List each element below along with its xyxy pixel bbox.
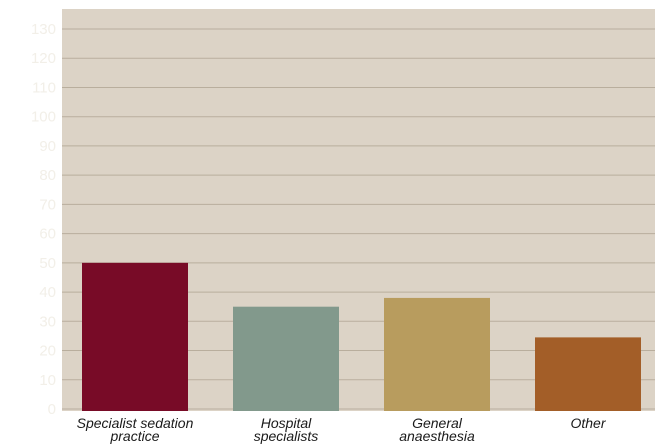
bar-3 xyxy=(535,337,641,411)
bar-0 xyxy=(82,262,188,411)
y-tick-label-50: 50 xyxy=(39,255,56,272)
x-category-label-0: Specialist sedation practice xyxy=(77,415,194,444)
y-tick-label-120: 120 xyxy=(31,50,56,67)
x-category-label-1: Hospital specialists xyxy=(254,415,319,444)
y-tick-label-100: 100 xyxy=(31,109,56,126)
y-tick-label-40: 40 xyxy=(39,284,56,301)
y-tick-label-20: 20 xyxy=(39,343,56,360)
y-axis-tick-labels: 0 10 20 30 40 50 60 70 80 90 100 110 120 130 xyxy=(31,21,56,418)
x-category-label-line: practice xyxy=(109,428,159,444)
y-tick-label-70: 70 xyxy=(39,196,56,213)
y-tick-label-80: 80 xyxy=(39,167,56,184)
x-category-label-line: General xyxy=(412,415,463,431)
bars xyxy=(82,262,641,411)
x-category-label-line: Specialist sedation xyxy=(77,415,194,431)
y-tick-label-130: 130 xyxy=(31,21,56,38)
y-tick-label-30: 30 xyxy=(39,313,56,330)
y-tick-label-10: 10 xyxy=(39,372,56,389)
y-tick-label-110: 110 xyxy=(32,79,56,96)
x-category-label-line: Hospital xyxy=(261,415,312,431)
y-tick-label-60: 60 xyxy=(39,226,56,243)
x-axis-category-labels: Specialist sedation practice Hospital speci… xyxy=(77,415,607,444)
x-category-label-line: anaesthesia xyxy=(399,428,475,444)
bar-1 xyxy=(233,306,339,411)
y-tick-label-90: 90 xyxy=(39,138,56,155)
x-category-label-line: specialists xyxy=(254,428,319,444)
x-category-label-3: Other xyxy=(570,415,606,431)
bar-2 xyxy=(384,297,490,411)
x-category-label-line: Other xyxy=(570,415,606,431)
y-tick-label-0: 0 xyxy=(48,401,56,418)
x-category-label-2: General anaesthesia xyxy=(399,415,475,444)
